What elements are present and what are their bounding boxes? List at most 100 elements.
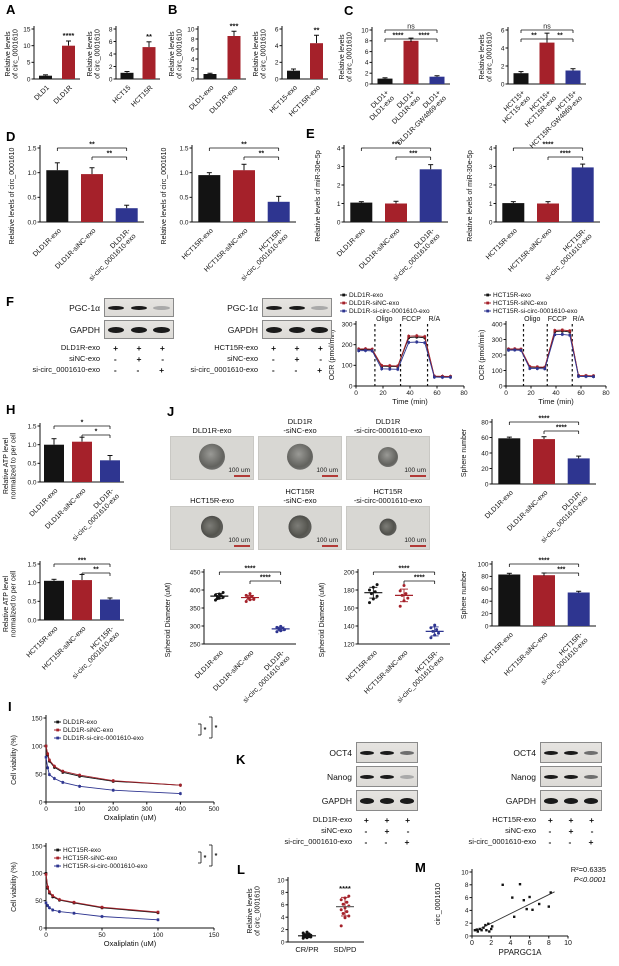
svg-text:20: 20 <box>481 611 489 618</box>
protein-band <box>379 797 395 804</box>
condition-label: siNC-exo <box>69 354 100 363</box>
bar <box>233 170 255 222</box>
svg-text:0.0: 0.0 <box>179 219 188 226</box>
svg-text:2: 2 <box>489 940 493 947</box>
protein-band <box>130 305 148 310</box>
svg-text:150: 150 <box>209 932 220 939</box>
condition-values: - - + <box>104 365 174 375</box>
blot-band-box <box>356 766 418 787</box>
svg-text:Spheroid Diameter (uM): Spheroid Diameter (uM) <box>165 583 172 658</box>
data-point <box>433 623 437 627</box>
spheroid-image-label: DLD1R -siNC-exo <box>283 417 317 435</box>
svg-text:300: 300 <box>141 806 152 813</box>
svg-text:HCT15R-siNC-exo: HCT15R-siNC-exo <box>493 300 548 307</box>
condition-symbol: - <box>271 353 275 364</box>
svg-text:0: 0 <box>44 806 48 813</box>
bar <box>498 574 521 626</box>
condition-symbol: - <box>319 353 323 364</box>
blot-protein-label: PGC-1α <box>227 302 258 313</box>
spheroid-image-label: HCT15R -si-circ-0001610-exo <box>353 487 423 505</box>
blot-row: PGC-1α <box>160 298 332 317</box>
blot-condition-row: DLD1R-exo + + + <box>252 814 418 825</box>
protein-band <box>379 750 395 755</box>
chart-h1: 0.0 0.5 1.0 1.5 Relative ATP level normalized… <box>2 414 158 550</box>
svg-text:HCT15R-siNC-exo: HCT15R-siNC-exo <box>63 855 118 862</box>
svg-text:DLD1R-exo: DLD1R-exo <box>32 227 63 258</box>
condition-symbol: + <box>384 825 390 836</box>
bar <box>72 580 92 620</box>
blot-band-box <box>104 320 174 339</box>
svg-text:1.5: 1.5 <box>179 145 188 152</box>
condition-values: + + + <box>356 815 418 825</box>
protein-band <box>543 797 559 804</box>
svg-text:Sphere number: Sphere number <box>461 570 468 619</box>
svg-text:8: 8 <box>547 940 551 947</box>
svg-text:si-circ_0001610-exo: si-circ_0001610-exo <box>544 233 594 283</box>
data-point <box>345 900 349 904</box>
blot-condition-row: si-circ_0001610-exo - - + <box>2 364 174 375</box>
svg-text:si-circ_0001610-exo: si-circ_0001610-exo <box>540 637 590 687</box>
data-point <box>248 592 252 596</box>
bar <box>120 72 134 80</box>
svg-text:DLD1R: DLD1R <box>53 84 74 105</box>
panel-label-i: I <box>8 699 12 714</box>
svg-text:R/A: R/A <box>428 316 440 323</box>
svg-text:DLD1R-exo: DLD1R-exo <box>336 227 367 258</box>
protein-band <box>153 305 170 310</box>
data-point <box>525 907 528 911</box>
chart-g1: 0 100 200 300 OCR (pmol/min) 0 20 40 60 80 Time (m… <box>326 288 476 414</box>
data-point <box>547 905 550 908</box>
svg-text:Relative levels: Relative levels <box>253 31 260 77</box>
bar <box>567 592 590 626</box>
data-point <box>487 922 490 925</box>
svg-text:DLD1R-exo: DLD1R-exo <box>194 649 225 680</box>
protein-band <box>583 797 599 804</box>
panel-label-a: A <box>6 2 16 17</box>
svg-text:of circ_0001610: of circ_0001610 <box>255 886 262 936</box>
condition-label: HCT15R-exo <box>214 343 258 352</box>
svg-text:100: 100 <box>32 743 43 750</box>
data-point <box>244 600 248 603</box>
data-point <box>473 929 477 932</box>
condition-label: HCT15R-exo <box>492 815 536 824</box>
svg-text:10: 10 <box>361 27 369 34</box>
svg-text:**: ** <box>89 142 95 149</box>
svg-text:80: 80 <box>481 419 489 426</box>
svg-text:****: **** <box>414 575 425 582</box>
protein-band <box>399 774 415 779</box>
svg-text:DLD1R-exo: DLD1R-exo <box>29 487 60 518</box>
bar <box>287 70 300 79</box>
data-point <box>513 915 516 918</box>
data-point <box>475 928 478 931</box>
svg-text:OCR (pmol/min): OCR (pmol/min) <box>329 330 336 381</box>
svg-text:**: ** <box>107 151 113 158</box>
svg-text:Relative ATP level: Relative ATP level <box>3 575 10 632</box>
svg-text:***: *** <box>557 567 565 574</box>
bar <box>537 203 559 222</box>
svg-text:0.0: 0.0 <box>27 219 36 226</box>
data-point <box>480 929 483 932</box>
svg-text:50: 50 <box>98 932 106 939</box>
svg-text:2: 2 <box>365 71 369 78</box>
data-point <box>345 910 349 914</box>
western-blot-f_right: PGC-1α GAPDH HCT15R-exo + + + siNC-exo - + - si-ci… <box>160 298 332 375</box>
spheroid-image-4: HCT15R-exo 100 um <box>170 486 254 550</box>
bar <box>571 167 594 222</box>
blot-row: GAPDH <box>436 790 602 811</box>
svg-text:*: * <box>95 429 98 436</box>
svg-text:4: 4 <box>281 915 285 922</box>
svg-text:0.0: 0.0 <box>27 617 36 624</box>
bar <box>81 174 103 222</box>
svg-text:300: 300 <box>342 321 353 328</box>
svg-text:40: 40 <box>481 450 489 457</box>
data-point <box>485 929 488 932</box>
svg-text:**: ** <box>557 33 563 40</box>
data-point <box>368 601 371 605</box>
svg-text:DLD1: DLD1 <box>33 84 51 102</box>
svg-text:****: **** <box>245 566 256 573</box>
svg-text:6: 6 <box>109 39 113 46</box>
blot-row: Nanog <box>436 766 602 787</box>
data-point <box>549 891 552 894</box>
condition-symbol: + <box>317 364 323 375</box>
svg-text:40: 40 <box>406 390 414 397</box>
